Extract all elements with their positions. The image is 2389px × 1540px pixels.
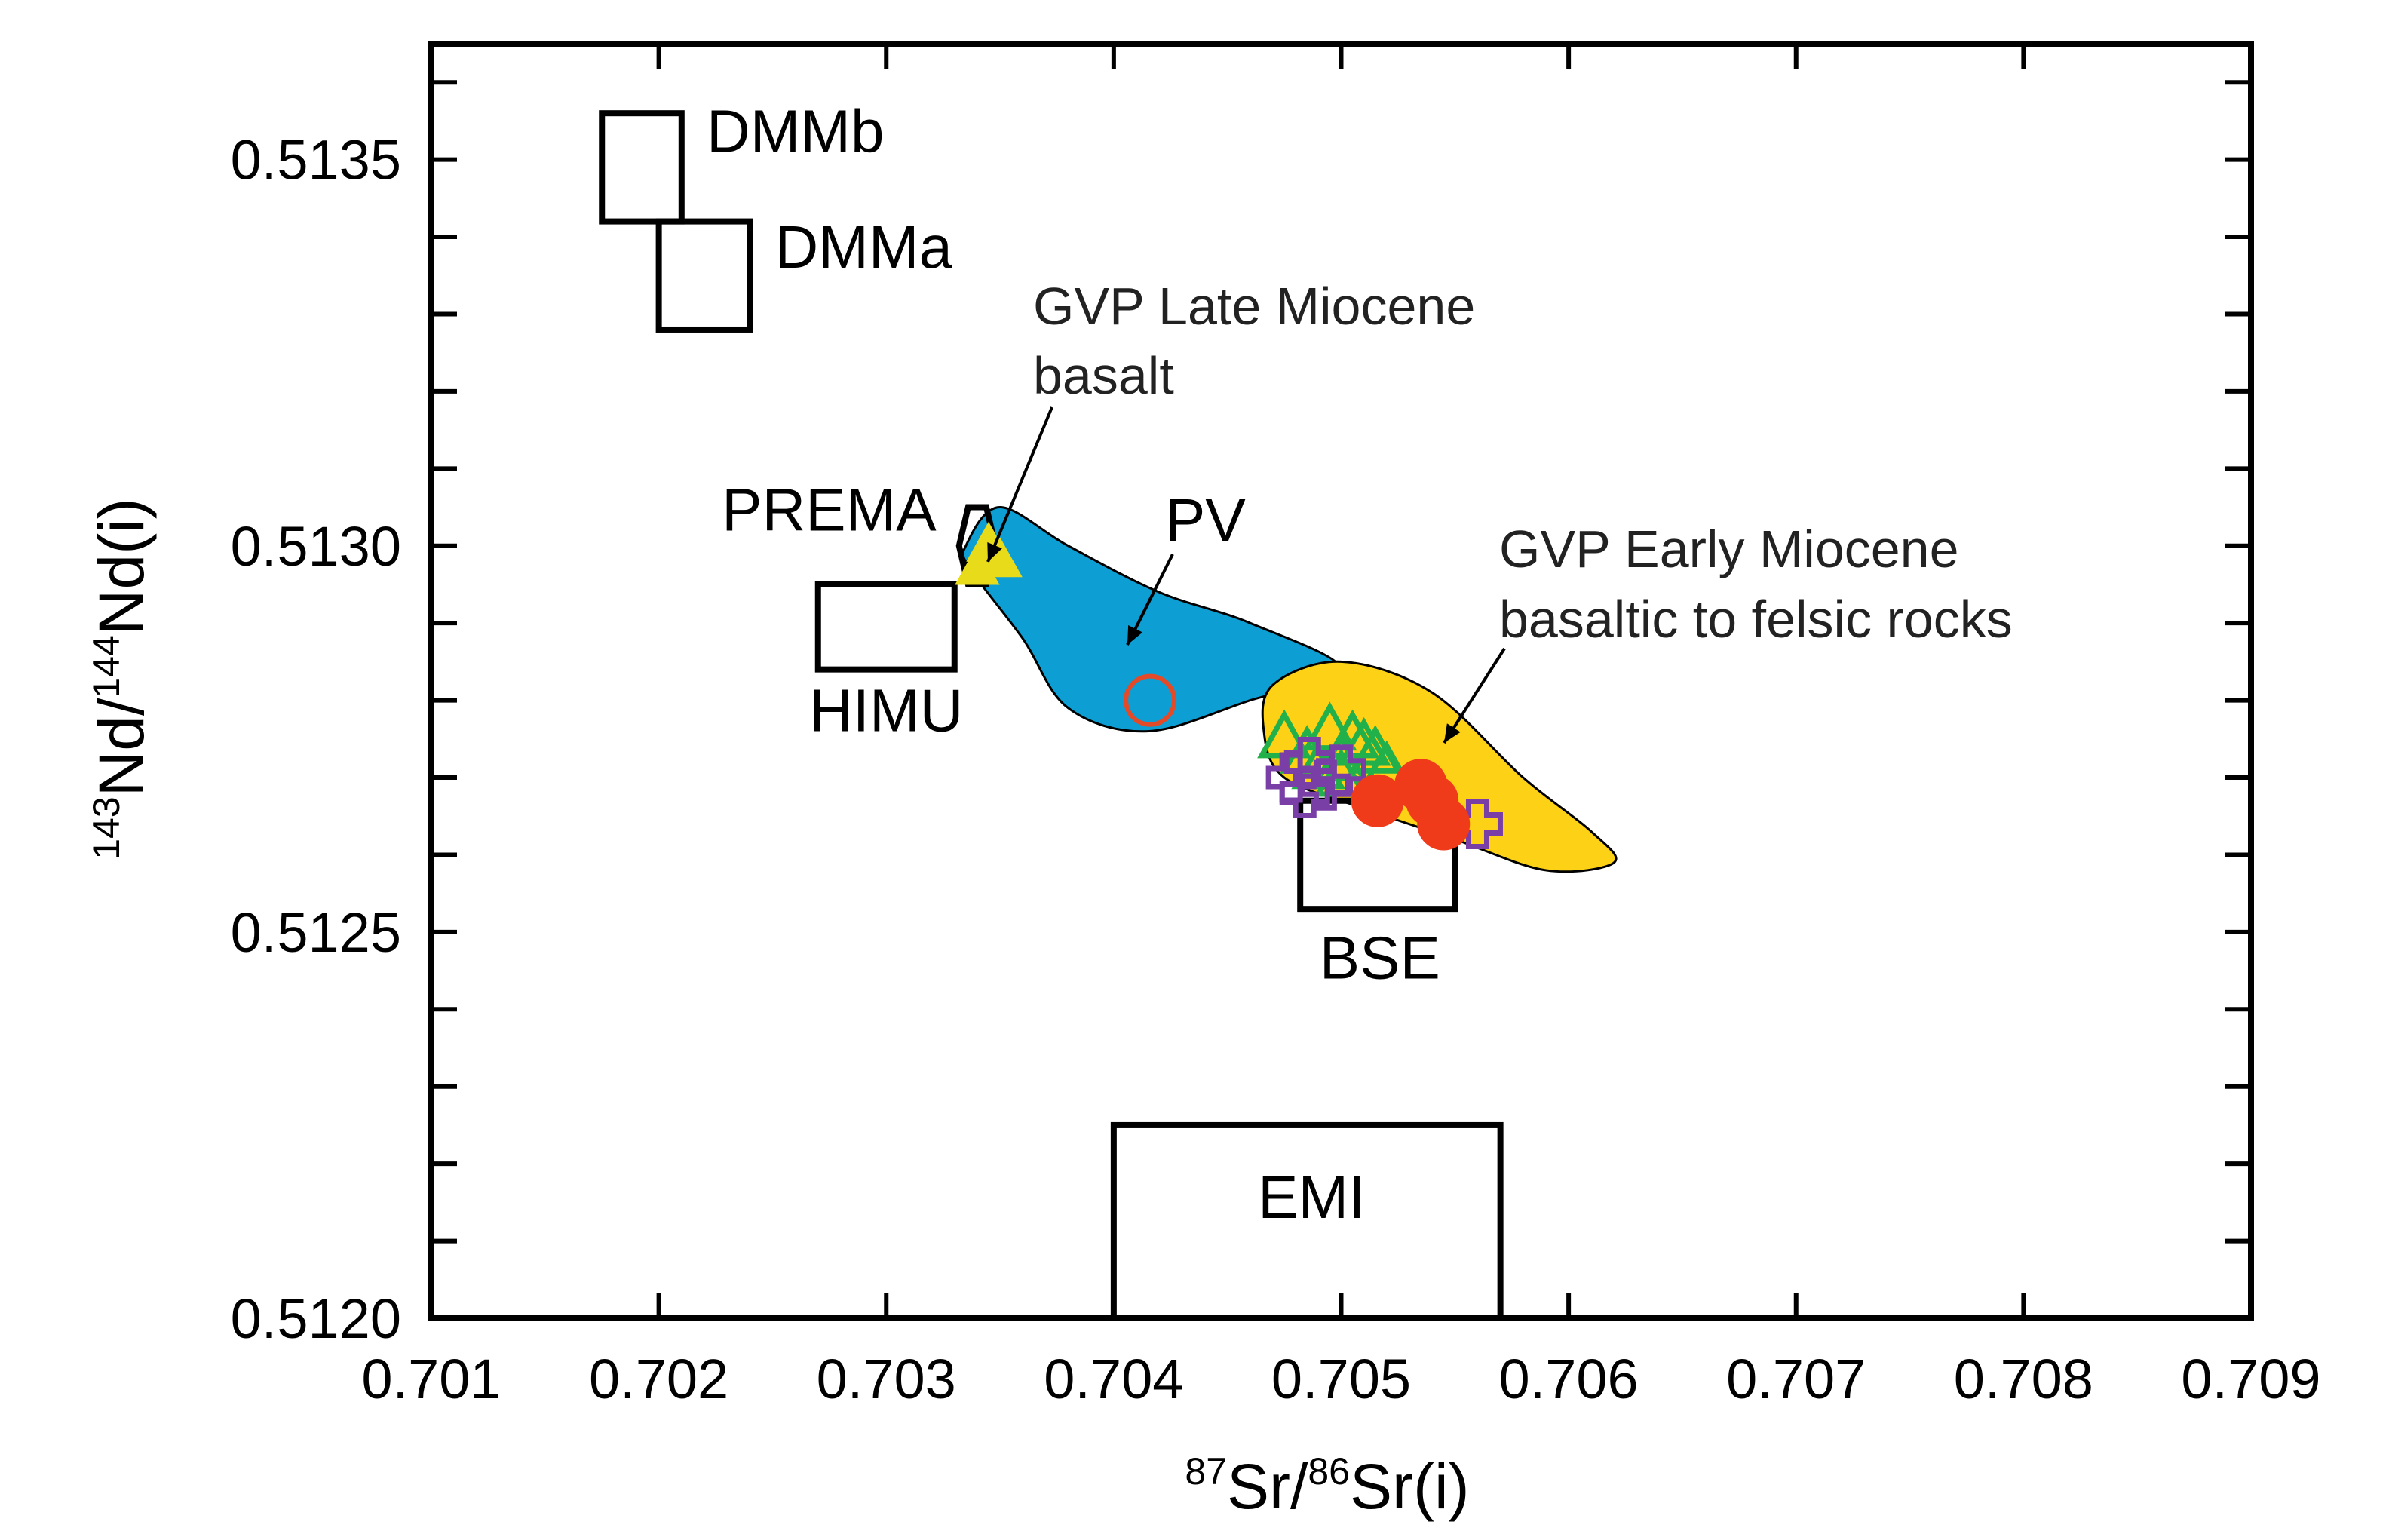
ticks-layer: 0.701 0.702 0.703 0.704 0.705 0.706 0.707 0.708… xyxy=(231,44,2321,1410)
point-open-circle-0 xyxy=(1124,673,1177,727)
y-axis-label-part2: Nd(i) xyxy=(86,498,157,635)
point-filled-circle-3 xyxy=(1406,774,1459,827)
x-axis-label: 87Sr/86Sr(i) xyxy=(1185,1450,1469,1522)
arrow-pv-head xyxy=(1127,625,1143,645)
arrow-late-miocene-line xyxy=(986,406,1053,563)
x-axis-label-sup2: 86 xyxy=(1308,1450,1350,1492)
x-tick-label-3: 0.704 xyxy=(1044,1348,1183,1410)
x-tick-label-4: 0.705 xyxy=(1271,1348,1411,1410)
y-tick-label-1: 0.5125 xyxy=(231,901,401,964)
y-tick-label-0: 0.5120 xyxy=(231,1287,401,1350)
y-tick-label-2: 0.5130 xyxy=(231,515,401,578)
point-filled-triangle-2 xyxy=(955,545,1000,585)
x-tick-label-8: 0.709 xyxy=(2181,1348,2320,1410)
x-tick-label-1: 0.702 xyxy=(589,1348,728,1410)
x-tick-label-0: 0.701 xyxy=(361,1348,501,1410)
reservoir-label-emi: EMI xyxy=(1258,1164,1365,1231)
x-tick-label-5: 0.706 xyxy=(1499,1348,1639,1410)
arrow-early-miocene-line xyxy=(1443,647,1506,744)
reservoir-label-dmmb: DMMb xyxy=(707,97,885,164)
reservoirs-layer: DMMb DMMa HIMU BSE EMI PREMA xyxy=(599,97,1504,1322)
y-axis-label-part1: Nd/ xyxy=(86,698,157,796)
points-layer xyxy=(955,521,1503,851)
x-axis-label-sup1: 87 xyxy=(1185,1450,1227,1492)
annotation-late-miocene-line2: basalt xyxy=(1033,346,1174,405)
arrow-early-miocene-head xyxy=(1444,723,1461,743)
x-tick-label-7: 0.708 xyxy=(1954,1348,2093,1410)
point-open-cross-3 xyxy=(1316,744,1366,796)
y-tick-label-3: 0.5135 xyxy=(231,129,401,192)
annotation-early-miocene-line1: GVP Early Miocene xyxy=(1499,520,1959,578)
y-axis-label-sup2: 144 xyxy=(85,635,127,698)
annotation-early-miocene-line2: basaltic to felsic rocks xyxy=(1499,590,2013,649)
arrow-late-miocene-head xyxy=(987,542,1002,562)
x-tick-label-2: 0.703 xyxy=(817,1348,956,1410)
reservoir-label-bse: BSE xyxy=(1320,924,1440,991)
point-open-cross-2 xyxy=(1299,759,1351,811)
y-axis-label-sup1: 143 xyxy=(85,796,127,859)
reservoir-box-himu xyxy=(814,581,958,673)
reservoir-box-dmmb xyxy=(599,110,685,225)
x-axis-label-part2: Sr(i) xyxy=(1350,1451,1470,1522)
x-axis-label-part1: Sr/ xyxy=(1227,1451,1308,1522)
point-open-cross-4 xyxy=(1279,768,1330,819)
reservoir-label-himu: HIMU xyxy=(809,677,963,744)
reservoir-box-dmma xyxy=(655,218,753,333)
reservoir-label-dmma: DMMa xyxy=(774,213,952,281)
reservoir-label-prema: PREMA xyxy=(722,476,937,543)
x-tick-label-6: 0.707 xyxy=(1726,1348,1866,1410)
y-axis-label: 143Nd/144Nd(i) xyxy=(85,498,157,860)
annotation-late-miocene-line1: GVP Late Miocene xyxy=(1033,277,1475,336)
annotation-pv: PV xyxy=(1165,486,1246,554)
annotations-layer: GVP Late Miocene basalt PV GVP Early Miocen… xyxy=(986,277,2013,744)
